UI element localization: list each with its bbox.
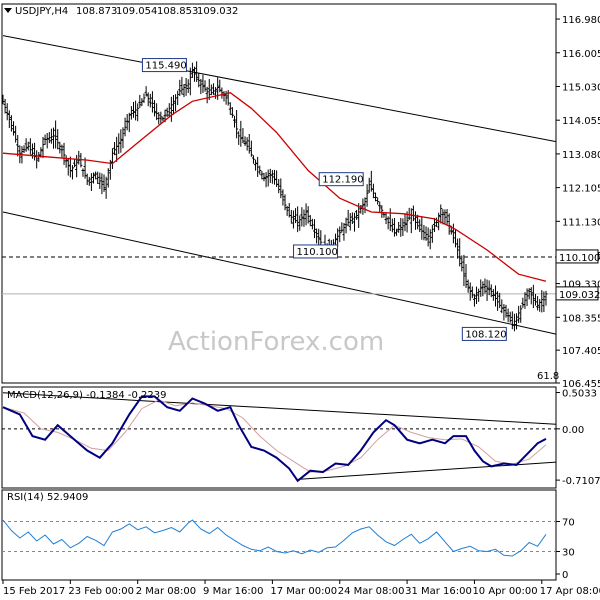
price-axis-label: 113.080 (562, 150, 600, 161)
price-callout-box (293, 244, 339, 259)
price-callout-label: 110.100 (297, 247, 338, 258)
rsi-line (2, 519, 547, 557)
macd-line (2, 395, 547, 483)
rsi-frame (1, 489, 557, 581)
last-price-tag-label: 109.032 (559, 290, 600, 301)
price-axis-label: 115.030 (562, 82, 600, 93)
ohlc-close: 109.032 (197, 6, 238, 17)
time-axis-label: 31 Mar 16:00 (405, 586, 472, 597)
price-callout-label: 115.490 (145, 61, 186, 72)
ohlc-high: 109.054 (116, 6, 157, 17)
time-axis-label: 17 Mar 00:00 (270, 586, 337, 597)
moving-average-line (2, 91, 547, 282)
macd-title: MACD(12,26,9) -0.1384 -0.2239 (7, 390, 167, 401)
macd-axis-label: -0.7107 (562, 476, 600, 487)
rsi-pane: 70 30 0 (1, 489, 575, 581)
lower-channel-line (2, 211, 557, 335)
time-axis-label: 2 Mar 08:00 (136, 586, 196, 597)
price-axis-label: 114.055 (562, 116, 600, 127)
price-callout-box (461, 326, 507, 341)
ohlc-low: 108.853 (157, 6, 198, 17)
time-axis-label: 24 Mar 08:00 (338, 586, 405, 597)
price-axis-label: 108.355 (562, 313, 600, 324)
symbol-label: USDJPY,H4 (15, 6, 68, 17)
macd-frame (1, 386, 557, 489)
macd-axis-label: 0.00 (562, 425, 584, 436)
price-frame (1, 3, 557, 384)
last-price-tag (555, 286, 599, 301)
price-callout-label: 112.190 (322, 175, 363, 186)
watermark: ActionForex.com (168, 327, 384, 357)
price-axis-label: 106.455 (562, 379, 600, 390)
time-axis-label: 23 Feb 00:00 (68, 586, 134, 597)
time-axis-label: 9 Mar 16:00 (203, 586, 263, 597)
time-axis-label: 10 Apr 00:00 (472, 586, 537, 597)
price-callout-box (318, 172, 364, 187)
price-callout-box (141, 58, 187, 73)
price-axis-label: 111.130 (562, 217, 600, 228)
macd-pane: 0.5033 0.00 -0.7107 (1, 386, 600, 489)
ohlc-open: 108.873 (76, 6, 117, 17)
chart-header: USDJPY,H4 108.873 109.054 108.853 109.03… (4, 6, 238, 17)
rsi-axis-label: 0 (562, 570, 568, 581)
level-price-tag-label: 110.100 (559, 253, 600, 264)
upper-channel-line (2, 35, 557, 143)
collapse-arrow-icon[interactable] (4, 8, 12, 13)
rsi-axis-label: 30 (562, 548, 575, 559)
price-callout-label: 108.120 (465, 329, 506, 340)
time-axis-label: 15 Feb 2017 (3, 586, 65, 597)
price-axis-label: 112.105 (562, 184, 600, 195)
price-axis-label: 109.330 (562, 280, 600, 291)
price-axis-label: 107.405 (562, 346, 600, 357)
time-axis: 15 Feb 2017 23 Feb 00:00 2 Mar 08:00 9 Mar … (2, 580, 600, 597)
time-axis-label: 17 Apr 08:00 (540, 586, 600, 597)
macd-upper-trendline (2, 392, 557, 425)
level-price-tag (555, 249, 599, 264)
macd-axis-label: 0.5033 (562, 389, 597, 400)
fib-corner-label: 61.8 (537, 371, 559, 382)
price-pane: 115.490 112.190 110.100 108.120 116.980 116.0… (1, 3, 600, 390)
macd-signal-line (2, 399, 547, 473)
rsi-title: RSI(14) 52.9409 (7, 492, 88, 503)
price-axis-label: 116.980 (562, 15, 600, 26)
rsi-axis-label: 70 (562, 518, 575, 529)
price-axis-label: 116.005 (562, 49, 600, 60)
